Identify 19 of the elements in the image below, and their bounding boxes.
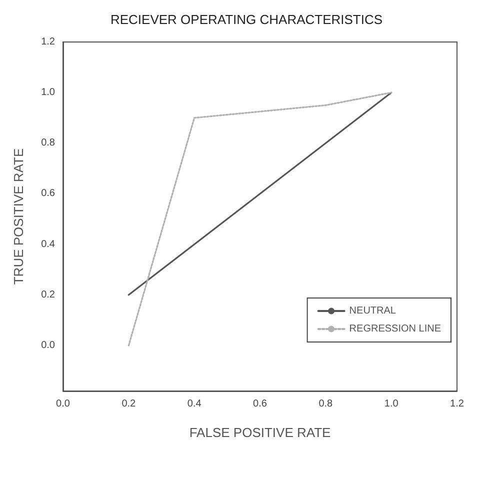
x-tick-label: 1.0	[384, 398, 399, 410]
legend-label: REGRESSION LINE	[349, 324, 442, 334]
x-tick-label: 0.0	[56, 398, 70, 410]
y-tick-label: 0.6	[41, 188, 56, 200]
y-tick-label: 0.2	[41, 289, 56, 300]
x-tick-label: 0.4	[187, 398, 202, 410]
y-tick-label: 0.4	[41, 238, 56, 250]
y-tick-label: 1.0	[41, 87, 56, 98]
y-tick-label: 0.8	[41, 138, 56, 149]
y-tick-label: 0.0	[41, 340, 56, 351]
x-tick-label: 0.6	[253, 398, 268, 410]
y-tick-label: 1.2	[41, 36, 56, 48]
chart-title: RECIEVER OPERATING CHARACTERISTICS	[110, 12, 383, 27]
x-axis-title: FALSE POSITIVE RATE	[189, 425, 332, 440]
y-axis-title: TRUE POSITIVE RATE	[11, 148, 26, 285]
x-tick-label: 1.2	[450, 398, 464, 410]
x-tick-label: 0.2	[122, 398, 136, 410]
legend-label: NEUTRAL	[349, 306, 396, 316]
x-tick-label: 0.8	[318, 398, 334, 410]
